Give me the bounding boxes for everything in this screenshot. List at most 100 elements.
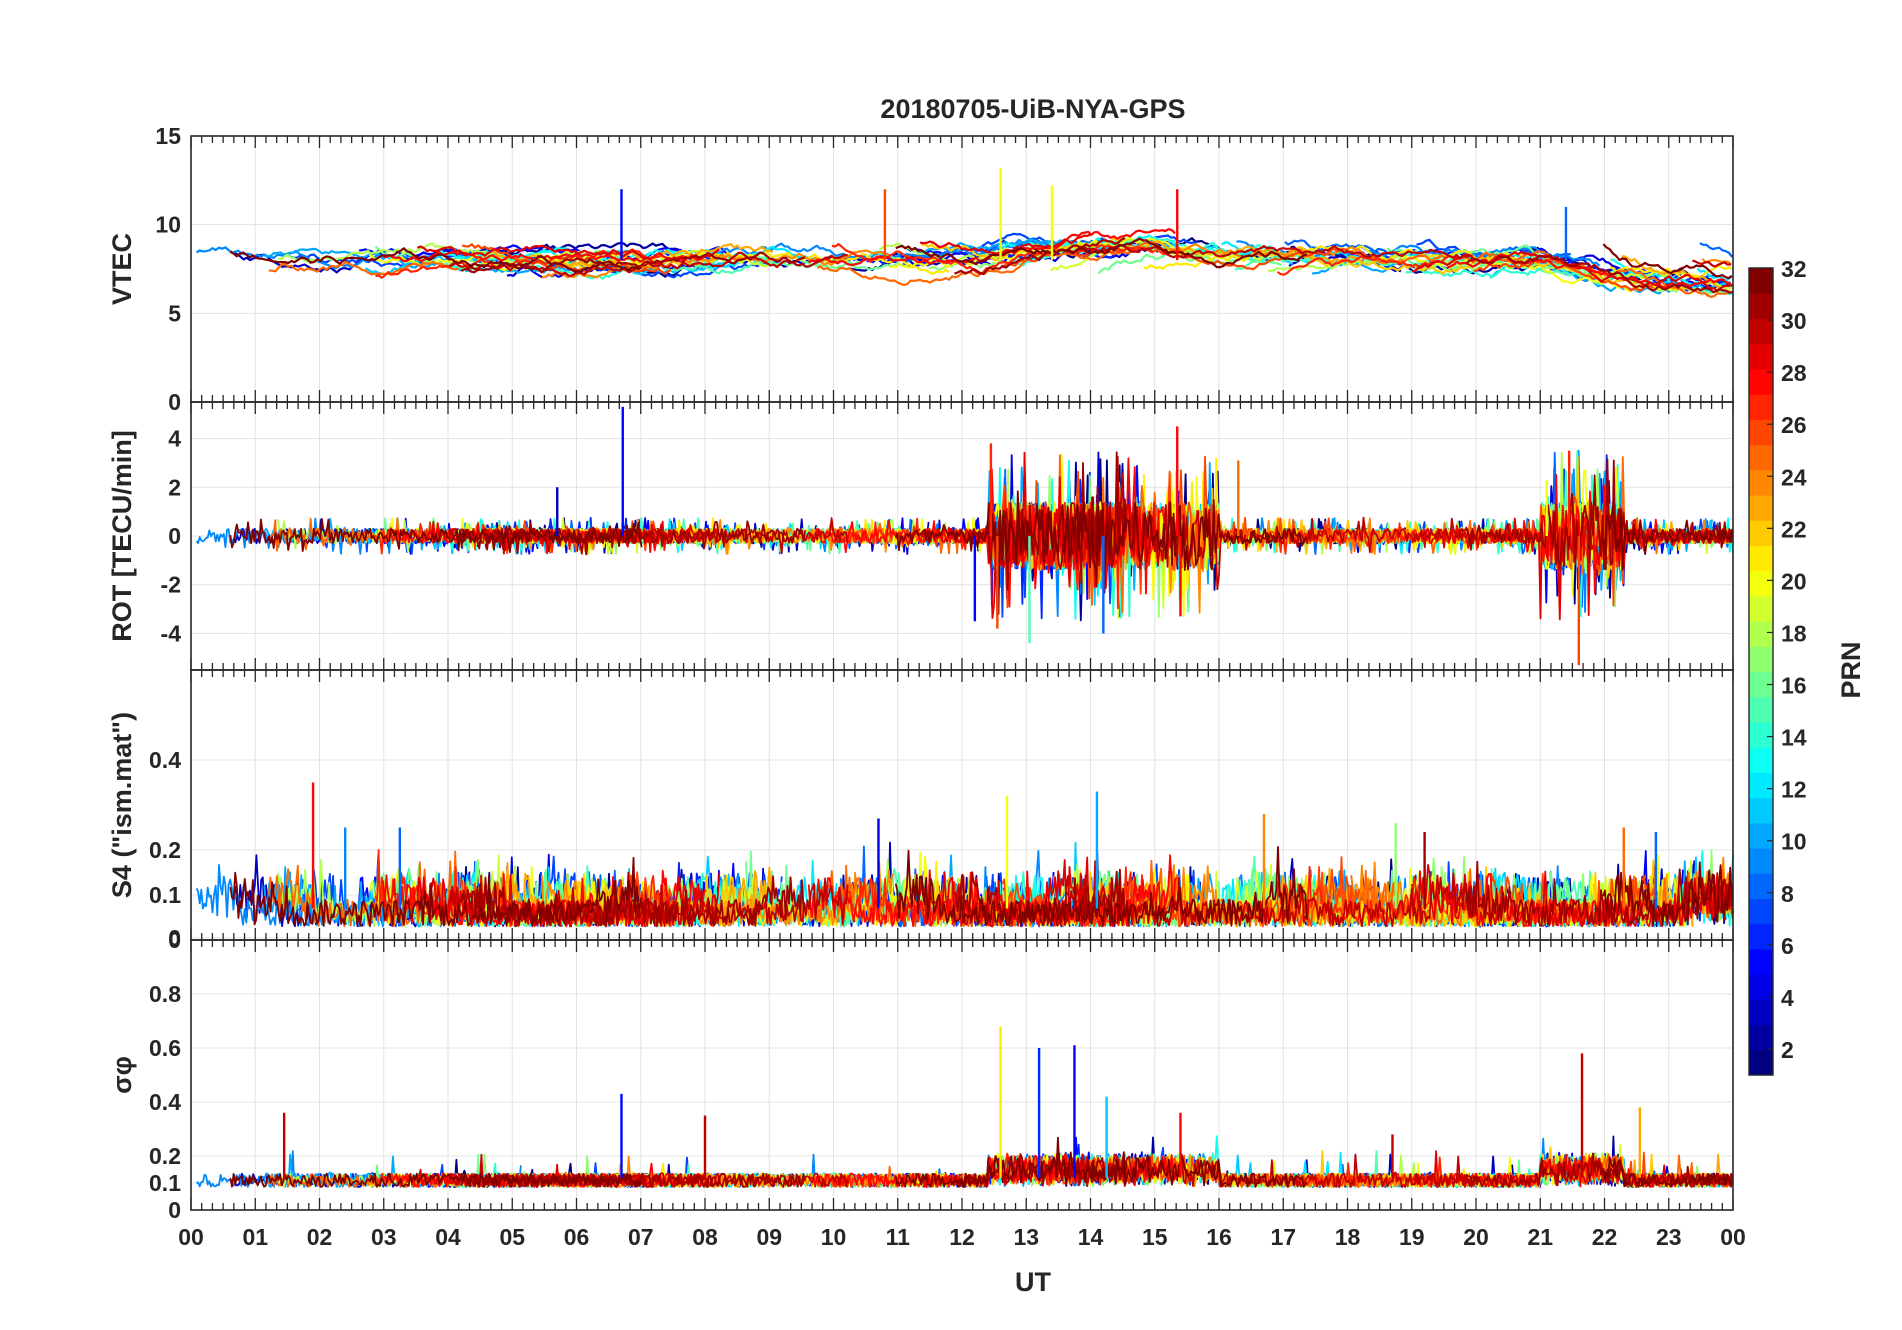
y-tick-label: 0.2 xyxy=(149,1143,181,1169)
colorbar-segment xyxy=(1749,469,1773,496)
colorbar-tick-label: 30 xyxy=(1781,308,1807,334)
vtec-series xyxy=(195,167,1734,298)
x-tick-label: 18 xyxy=(1335,1224,1361,1250)
x-tick-label: 20 xyxy=(1463,1224,1489,1250)
x-tick-label: 06 xyxy=(564,1224,590,1250)
y-tick-label: 4 xyxy=(168,426,181,452)
y-tick-label: 0 xyxy=(168,389,181,415)
vtec-grid xyxy=(191,136,1733,402)
y-tick-label: 0.6 xyxy=(149,1035,181,1061)
colorbar-segment xyxy=(1749,343,1773,370)
x-tick-label: 17 xyxy=(1270,1224,1296,1250)
prn-series-line xyxy=(1699,242,1733,258)
prn-series-line xyxy=(745,254,907,271)
y-tick-label: 0 xyxy=(168,927,181,953)
prn-series-line xyxy=(894,846,1308,928)
colorbar-segment xyxy=(1749,293,1773,320)
y-tick-label: -4 xyxy=(161,620,182,646)
x-tick-label: 04 xyxy=(435,1224,461,1250)
prn-series-line xyxy=(1465,458,1734,571)
vtec-ylabel: VTEC xyxy=(107,233,137,305)
colorbar-segment xyxy=(1749,621,1773,647)
colorbar-tick-label: 4 xyxy=(1781,985,1794,1011)
prn-series-line xyxy=(953,451,1128,591)
colorbar-segment xyxy=(1749,545,1773,572)
x-tick-label: 22 xyxy=(1592,1224,1618,1250)
prn-series-line xyxy=(1063,860,1476,928)
colorbar-tick-label: 32 xyxy=(1781,256,1807,282)
colorbar-segment xyxy=(1749,394,1773,420)
rot-ticks: -4 -2 0 2 4 xyxy=(161,402,1734,670)
prn-series-line xyxy=(541,249,893,279)
colorbar-segment xyxy=(1749,368,1773,395)
colorbar-tick-label: 14 xyxy=(1781,725,1807,751)
colorbar-segment xyxy=(1749,999,1773,1026)
x-tick-label: 13 xyxy=(1013,1224,1039,1250)
colorbar-segment xyxy=(1749,419,1773,446)
x-tick-label: 21 xyxy=(1527,1224,1553,1250)
prn-series-line xyxy=(1446,253,1734,289)
x-tick-label: 03 xyxy=(371,1224,397,1250)
prn-series-line xyxy=(268,260,459,276)
colorbar-tick-label: 12 xyxy=(1781,777,1807,803)
prn-series-line xyxy=(1696,267,1734,282)
prn-series-line xyxy=(1602,504,1733,571)
colorbar-segment xyxy=(1749,1024,1773,1051)
colorbar-segment xyxy=(1749,848,1773,874)
sigma-phi-ylabel: σφ xyxy=(107,1056,137,1094)
y-tick-label: 2 xyxy=(168,474,181,500)
prn-series-line xyxy=(1064,243,1473,260)
prn-series-line xyxy=(1692,259,1732,268)
prn-series-line xyxy=(1234,254,1602,285)
x-tick-label: 01 xyxy=(242,1224,268,1250)
colorbar-segment xyxy=(1749,570,1773,597)
sigma-phi-series xyxy=(196,1026,1734,1188)
colorbar-segment xyxy=(1749,948,1773,975)
colorbar-segment xyxy=(1749,822,1773,849)
vtec-panel: 0 5 10 15 VTEC xyxy=(107,123,1734,415)
colorbar-tick-label: 28 xyxy=(1781,360,1807,386)
colorbar-segment xyxy=(1749,721,1773,748)
colorbar-tick-label: 18 xyxy=(1781,620,1807,646)
colorbar-tick-label: 10 xyxy=(1781,829,1807,855)
colorbar-segment xyxy=(1749,520,1773,547)
y-tick-label: 0.4 xyxy=(149,747,181,773)
vtec-ticks: 0 5 10 15 xyxy=(155,123,1734,415)
rot-ylabel: ROT [TECU/min] xyxy=(107,430,137,641)
colorbar-tick-label: 20 xyxy=(1781,568,1807,594)
x-tick-label: 07 xyxy=(628,1224,654,1250)
colorbar-tick-label: 6 xyxy=(1781,933,1794,959)
x-tick-label: 12 xyxy=(949,1224,975,1250)
colorbar-tick-label: 16 xyxy=(1781,673,1807,699)
prn-series-line xyxy=(807,457,1177,608)
prn-series-line xyxy=(229,518,643,554)
colorbar-segment xyxy=(1749,772,1773,799)
x-tick-label: 15 xyxy=(1142,1224,1168,1250)
colorbar-segment xyxy=(1749,923,1773,950)
colorbar-segment xyxy=(1749,873,1773,900)
x-tick-label: 08 xyxy=(692,1224,718,1250)
sigma-phi-panel: 00.10.2 0.4 0.6 0.8 σφ xyxy=(107,939,1734,1223)
prn-series-line xyxy=(894,490,1308,615)
prn-series-line xyxy=(894,1136,1308,1188)
x-tick-label: 09 xyxy=(756,1224,782,1250)
x-tick-label: 16 xyxy=(1206,1224,1232,1250)
colorbar-tick-label: 8 xyxy=(1781,881,1794,907)
colorbar-tick-label: 24 xyxy=(1781,464,1807,490)
sigma-phi-ticks: 00.10.2 0.4 0.6 0.8 xyxy=(149,940,1734,1223)
colorbar-segment xyxy=(1749,898,1773,925)
prn-series-line xyxy=(460,251,806,274)
s4-ticks: 000.10.20.4 xyxy=(149,670,1734,953)
colorbar-segment xyxy=(1749,444,1773,471)
prn-series-line xyxy=(1097,250,1282,275)
x-tick-label: 10 xyxy=(821,1224,847,1250)
x-tick-label: 11 xyxy=(886,1224,911,1250)
prn-series-line xyxy=(954,237,1126,276)
colorbar-frame xyxy=(1748,267,1774,1076)
y-tick-label: 0.1 xyxy=(149,882,181,908)
prn-series-line xyxy=(919,856,1092,928)
prn-series-line xyxy=(1602,1156,1733,1188)
y-tick-label: 0 xyxy=(168,925,181,951)
x-tick-label: 19 xyxy=(1399,1224,1425,1250)
